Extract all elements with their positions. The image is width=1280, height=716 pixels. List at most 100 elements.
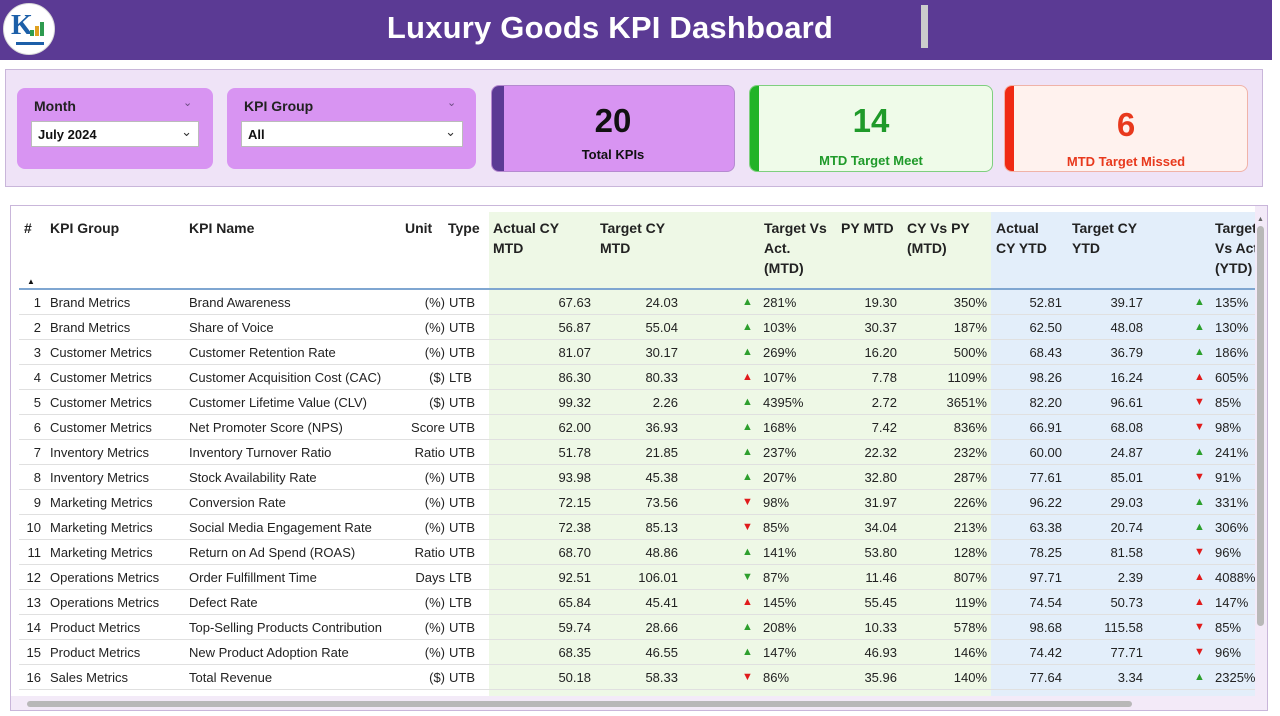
col-header-actual-cy-ytd[interactable]: Actual CY YTD (996, 218, 1047, 258)
col-header-actual-cy-mtd[interactable]: Actual CY MTD (493, 218, 559, 258)
mtd-status-arrow-icon: ▼ (742, 571, 753, 583)
cell-target-cy-mtd: 55.04 (645, 320, 678, 335)
cell-target-cy-ytd: 81.58 (1110, 545, 1143, 560)
cell-kpi-name: Brand Awareness (189, 295, 291, 310)
cell-py-mtd: 16.20 (864, 345, 897, 360)
cell-target-vs-act-mtd: 168% (763, 420, 797, 435)
sort-ascending-icon[interactable]: ▲ (27, 277, 35, 286)
mtd-status-arrow-icon: ▲ (742, 321, 753, 333)
cell-num: 10 (26, 520, 41, 535)
cell-actual-cy-mtd: 99.32 (558, 395, 591, 410)
cell-kpi-name: Customer Acquisition Cost (CAC) (189, 370, 382, 385)
table-row[interactable]: 11 Marketing Metrics Return on Ad Spend (R… (11, 540, 1255, 565)
header-line: (MTD) (764, 260, 804, 276)
cell-actual-cy-ytd: 83.82 (1002, 695, 1062, 696)
page-title: Luxury Goods KPI Dashboard (386, 10, 834, 45)
col-header-target-cy-mtd[interactable]: Target CY MTD (600, 218, 665, 258)
cell-unit: Days (415, 570, 445, 585)
row-divider (19, 489, 1255, 490)
row-divider (19, 539, 1255, 540)
total-kpis-card: 20 Total KPIs (491, 85, 735, 172)
cell-target-vs-act-ytd: 147% (1215, 595, 1249, 610)
col-header-kpi-group[interactable]: KPI Group (50, 220, 120, 236)
cell-cy-vs-py-mtd: 287% (953, 470, 987, 485)
cell-py-mtd: 46.82 (837, 695, 897, 696)
cell-unit: (%) (424, 645, 445, 660)
table-row[interactable]: 13 Operations Metrics Defect Rate (%) LTB 65.… (11, 590, 1255, 615)
cell-kpi-group: Marketing Metrics (50, 520, 153, 535)
cell-kpi-group: Inventory Metrics (50, 445, 149, 460)
chevron-down-icon[interactable]: ⌄ (445, 124, 456, 139)
horizontal-scroll-thumb[interactable] (27, 701, 1132, 707)
horizontal-scrollbar[interactable] (19, 700, 1255, 708)
table-row[interactable]: 1 Brand Metrics Brand Awareness (%) UTB 67.63… (11, 290, 1255, 315)
vertical-scrollbar[interactable]: ▲ (1256, 216, 1264, 706)
header-line: YTD (1072, 240, 1100, 256)
right-edge (1272, 0, 1280, 716)
cell-target-vs-act-mtd: 141% (763, 545, 797, 560)
table-row[interactable]: 14 Product Metrics Top-Selling Products Co… (11, 615, 1255, 640)
vertical-scroll-thumb[interactable] (1257, 226, 1264, 626)
col-header-num[interactable]: # (24, 220, 32, 236)
table-row[interactable]: 12 Operations Metrics Order Fulfillment Ti… (11, 565, 1255, 590)
cell-num: 5 (33, 395, 41, 410)
cell-target-cy-mtd: 45.41 (645, 595, 678, 610)
cell-actual-cy-ytd: 96.22 (1029, 495, 1062, 510)
cell-target-cy-ytd: 85.01 (1110, 470, 1143, 485)
kpi-group-dropdown[interactable]: All ⌄ (241, 121, 463, 147)
cell-type: UTB (449, 320, 475, 335)
chevron-down-icon[interactable]: ⌄ (183, 97, 193, 109)
table-row[interactable]: 17 Sales Metrics Average Order Value (AOV)… (11, 690, 1255, 696)
row-divider (19, 564, 1255, 565)
row-divider (19, 389, 1255, 390)
cell-cy-vs-py-mtd: 140% (953, 670, 987, 685)
table-row[interactable]: 15 Product Metrics New Product Adoption Ra… (11, 640, 1255, 665)
table-row[interactable]: 3 Customer Metrics Customer Retention Rate… (11, 340, 1255, 365)
cell-num: 11 (27, 545, 42, 560)
col-header-cy-vs-py-mtd[interactable]: CY Vs PY (MTD) (907, 218, 970, 258)
cell-target-vs-act-ytd: 186% (1215, 345, 1249, 360)
cell-py-mtd: 7.42 (871, 420, 897, 435)
table-row[interactable]: 9 Marketing Metrics Conversion Rate (%) UTB 7… (11, 490, 1255, 515)
kpi-group-dropdown-value: All (248, 127, 265, 142)
cell-actual-cy-mtd: 50.18 (558, 670, 591, 685)
cell-target-cy-mtd: 80.33 (645, 370, 678, 385)
cell-kpi-name: Stock Availability Rate (189, 470, 317, 485)
table-row[interactable]: 5 Customer Metrics Customer Lifetime Value… (11, 390, 1255, 415)
cell-unit: (%) (424, 520, 445, 535)
cell-target-vs-act-mtd: 269% (763, 345, 797, 360)
table-row[interactable]: 2 Brand Metrics Share of Voice (%) UTB 56.87 5… (11, 315, 1255, 340)
cell-cy-vs-py-mtd: 187% (953, 320, 987, 335)
cell-type: LTB (449, 570, 472, 585)
chevron-down-icon[interactable]: ⌄ (447, 97, 457, 109)
cell-target-cy-mtd: 36.93 (645, 420, 678, 435)
cell-unit: (%) (424, 470, 445, 485)
table-row[interactable]: 8 Inventory Metrics Stock Availability Rat… (11, 465, 1255, 490)
cell-unit: ($) (429, 370, 445, 385)
chevron-down-icon[interactable]: ⌄ (181, 124, 192, 139)
cell-kpi-name: Conversion Rate (189, 495, 286, 510)
col-header-target-vs-act-ytd[interactable]: Target Vs Act (YTD) (1215, 218, 1255, 278)
cell-target-cy-mtd: 28.66 (645, 620, 678, 635)
col-header-target-vs-act-mtd[interactable]: Target Vs Act. (MTD) (764, 218, 827, 278)
col-header-unit[interactable]: Unit (405, 220, 433, 236)
table-row[interactable]: 4 Customer Metrics Customer Acquisition Co… (11, 365, 1255, 390)
col-header-kpi-name[interactable]: KPI Name (189, 220, 255, 236)
cell-unit: Score (411, 420, 445, 435)
scroll-up-icon[interactable]: ▲ (1257, 216, 1264, 223)
table-row[interactable]: 10 Marketing Metrics Social Media Engageme… (11, 515, 1255, 540)
cell-kpi-group: Customer Metrics (50, 345, 152, 360)
cell-target-cy-ytd: 96.61 (1110, 395, 1143, 410)
col-header-py-mtd[interactable]: PY MTD (841, 218, 894, 238)
table-row[interactable]: 16 Sales Metrics Total Revenue ($) UTB 50.18 5… (11, 665, 1255, 690)
cell-kpi-group: Brand Metrics (50, 320, 131, 335)
mtd-status-arrow-icon: ▲ (742, 446, 753, 458)
mtd-status-arrow-icon: ▲ (742, 421, 753, 433)
month-dropdown[interactable]: July 2024 ⌄ (31, 121, 199, 147)
table-row[interactable]: 6 Customer Metrics Net Promoter Score (NPS… (11, 415, 1255, 440)
cell-py-mtd: 32.80 (864, 470, 897, 485)
col-header-type[interactable]: Type (448, 220, 480, 236)
cell-kpi-name: Defect Rate (189, 595, 258, 610)
table-row[interactable]: 7 Inventory Metrics Inventory Turnover Rat… (11, 440, 1255, 465)
col-header-target-cy-ytd[interactable]: Target CY YTD (1072, 218, 1137, 258)
